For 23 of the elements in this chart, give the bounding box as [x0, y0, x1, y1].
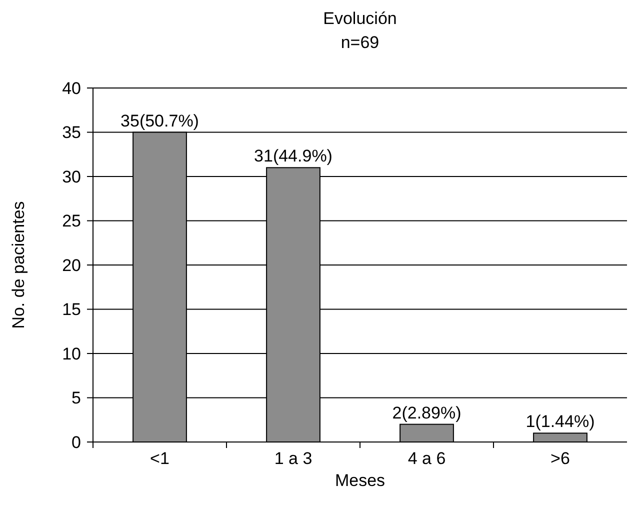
data-label: 2(2.89%)	[392, 403, 462, 422]
y-tick-label: 0	[72, 432, 81, 452]
chart-subtitle: n=69	[340, 33, 380, 52]
y-tick-label: 40	[62, 78, 81, 98]
y-tick-label: 5	[72, 388, 81, 408]
x-tick-label: 4 a 6	[408, 449, 446, 468]
y-tick-label: 35	[62, 123, 81, 142]
data-label: 31(44.9%)	[254, 146, 332, 166]
y-tick-label: 15	[62, 300, 81, 320]
y-tick-label: 20	[62, 256, 81, 275]
data-label: 35(50.7%)	[120, 111, 199, 130]
bar	[533, 432, 588, 442]
y-tick-label: 30	[62, 167, 81, 186]
y-tick-label: 25	[62, 212, 81, 231]
chart-title: Evolución	[323, 9, 397, 28]
y-axis-title: No. de pacientes	[9, 201, 28, 329]
bar	[400, 424, 454, 442]
x-tick-label: 1 a 3	[274, 449, 312, 468]
x-tick-label: >6	[550, 449, 570, 468]
x-axis-title: Meses	[334, 471, 386, 490]
data-label: 1(1.44%)	[526, 412, 595, 432]
y-tick-label: 10	[62, 344, 81, 364]
x-tick-label: <1	[150, 449, 170, 468]
